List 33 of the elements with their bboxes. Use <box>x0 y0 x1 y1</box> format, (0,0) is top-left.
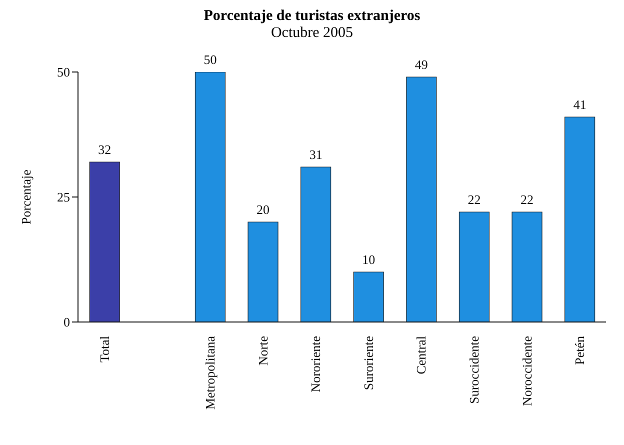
data-label: 10 <box>362 252 376 267</box>
x-tick-label: Suroccidente <box>466 336 482 404</box>
bar <box>564 116 596 322</box>
data-label: 20 <box>256 202 270 217</box>
x-tick-label: Total <box>96 336 112 363</box>
bar <box>458 212 490 322</box>
x-tick-label: Suroriente <box>360 336 376 390</box>
data-label: 41 <box>573 97 586 112</box>
data-label: 50 <box>204 52 217 67</box>
x-tick-label: Noroccidente <box>519 336 534 406</box>
bar <box>406 76 437 322</box>
data-label: 49 <box>414 57 428 72</box>
bar <box>300 166 332 322</box>
y-axis-title: Porcentaje <box>18 169 34 224</box>
data-label: 22 <box>520 192 534 207</box>
bar <box>248 222 278 322</box>
y-tick-label: 50 <box>57 64 70 80</box>
chart-subtitle: Octubre 2005 <box>270 25 354 42</box>
y-tick-label: 0 <box>64 314 70 330</box>
x-tick-label: Petén <box>572 336 588 365</box>
data-label: 31 <box>309 147 322 162</box>
bar <box>353 272 384 322</box>
x-tick-label: Central <box>414 336 429 374</box>
chart-title: Porcentaje de turistas extranjeros <box>202 8 422 25</box>
x-tick-label: Metropolitana <box>202 336 218 410</box>
bar <box>89 162 120 322</box>
bar <box>194 72 226 322</box>
y-tick-label: 25 <box>57 190 70 205</box>
x-tick-label: Nororiente <box>308 336 324 392</box>
data-label: 32 <box>98 142 112 157</box>
x-tick-label: Norte <box>255 336 270 366</box>
bar <box>512 212 542 322</box>
data-label: 22 <box>468 192 481 207</box>
